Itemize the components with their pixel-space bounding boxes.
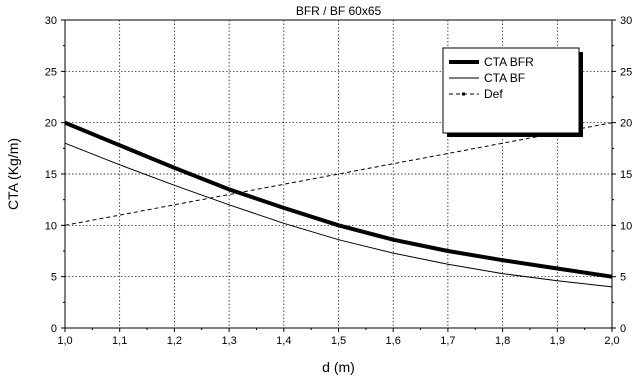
- y-tick-label-left: 10: [45, 220, 57, 232]
- axis-ticks: [61, 19, 616, 332]
- x-tick-label: 1,7: [440, 335, 455, 347]
- series-group: [64, 120, 613, 288]
- x-tick-label: 1,4: [276, 335, 291, 347]
- x-axis-title: d (m): [322, 359, 355, 375]
- y-tick-label-left: 5: [51, 272, 57, 284]
- chart-title: BFR / BF 60x65: [296, 4, 382, 18]
- series-line-def: [64, 122, 613, 226]
- y-tick-label-left: 0: [51, 323, 57, 335]
- x-tick-label: 1,5: [331, 335, 346, 347]
- legend: CTA BFR CTA BF Def: [442, 47, 583, 137]
- y-axis-title: CTA (Kg/m): [5, 138, 21, 210]
- y-tick-label-left: 15: [45, 169, 57, 181]
- y-tick-label-right: 25: [620, 66, 632, 78]
- y-tick-label-right: 0: [620, 323, 626, 335]
- x-tick-label: 1,9: [550, 335, 565, 347]
- x-tick-label: 1,8: [495, 335, 510, 347]
- legend-label: CTA BF: [484, 71, 525, 85]
- tick-labels: 1,0 1,1 1,2 1,3 1,4 1,5 1,6 1,7 1,8 1,9 2,00 05 510 1…: [45, 15, 633, 347]
- y-tick-label-left: 30: [45, 15, 57, 27]
- x-tick-label: 2,0: [604, 335, 619, 347]
- legend-marker: [462, 92, 465, 96]
- legend-label: Def: [484, 87, 503, 101]
- series-line-cta-bfr: [64, 120, 613, 279]
- x-tick-label: 1,3: [221, 335, 236, 347]
- y-tick-label-right: 20: [620, 118, 632, 130]
- y-tick-label-left: 20: [45, 118, 57, 130]
- x-tick-label: 1,2: [167, 335, 182, 347]
- y-tick-label-right: 15: [620, 169, 632, 181]
- x-tick-label: 1,0: [57, 335, 72, 347]
- legend-label: CTA BFR: [484, 55, 534, 69]
- y-tick-label-right: 5: [620, 272, 626, 284]
- y-tick-label-right: 30: [620, 15, 632, 27]
- x-tick-label: 1,6: [386, 335, 401, 347]
- series-line-cta-bf: [64, 142, 613, 288]
- y-tick-label-left: 25: [45, 66, 57, 78]
- x-tick-label: 1,1: [112, 335, 127, 347]
- y-tick-label-right: 10: [620, 220, 632, 232]
